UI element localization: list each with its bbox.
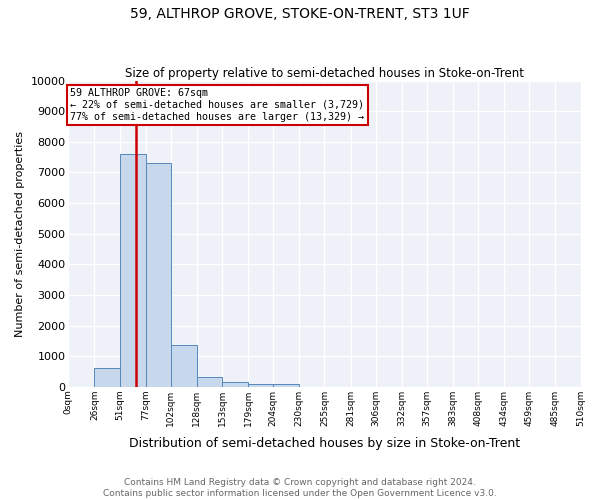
Bar [146,164,171,386]
Y-axis label: Number of semi-detached properties: Number of semi-detached properties [15,130,25,336]
Text: 59 ALTHROP GROVE: 67sqm
← 22% of semi-detached houses are smaller (3,729)
77% of: 59 ALTHROP GROVE: 67sqm ← 22% of semi-de… [70,88,364,122]
Bar [197,377,222,386]
Bar [119,154,146,386]
Title: Size of property relative to semi-detached houses in Stoke-on-Trent: Size of property relative to semi-detach… [125,66,524,80]
Text: Contains HM Land Registry data © Crown copyright and database right 2024.
Contai: Contains HM Land Registry data © Crown c… [103,478,497,498]
Bar [222,382,248,386]
X-axis label: Distribution of semi-detached houses by size in Stoke-on-Trent: Distribution of semi-detached houses by … [129,437,520,450]
Text: 59, ALTHROP GROVE, STOKE-ON-TRENT, ST3 1UF: 59, ALTHROP GROVE, STOKE-ON-TRENT, ST3 1… [130,8,470,22]
Bar [248,384,273,386]
Bar [273,384,299,386]
Bar [171,346,197,387]
Bar [94,368,119,386]
